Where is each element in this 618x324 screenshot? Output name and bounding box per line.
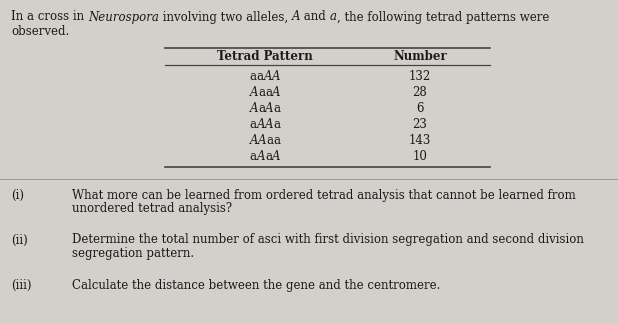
Text: A: A <box>250 101 258 114</box>
Text: A: A <box>256 118 265 131</box>
Text: 28: 28 <box>413 86 428 98</box>
Text: a: a <box>274 133 281 146</box>
Text: A: A <box>258 133 266 146</box>
Text: In a cross in: In a cross in <box>11 10 88 24</box>
Text: What more can be learned from ordered tetrad analysis that cannot be learned fro: What more can be learned from ordered te… <box>72 189 576 202</box>
Text: segregation pattern.: segregation pattern. <box>72 247 194 260</box>
Text: a: a <box>329 10 337 24</box>
Text: Tetrad Pattern: Tetrad Pattern <box>217 50 313 63</box>
Text: a: a <box>258 101 265 114</box>
Text: 10: 10 <box>413 149 428 163</box>
Text: a: a <box>256 70 263 83</box>
Text: involving two alleles,: involving two alleles, <box>159 10 292 24</box>
Text: 23: 23 <box>413 118 428 131</box>
Text: a: a <box>258 86 265 98</box>
Text: 132: 132 <box>409 70 431 83</box>
Text: and: and <box>300 10 329 24</box>
Text: a: a <box>265 86 272 98</box>
Text: Neurospora: Neurospora <box>88 10 159 24</box>
Text: a: a <box>250 70 256 83</box>
Text: 6: 6 <box>417 101 424 114</box>
Text: A: A <box>265 101 274 114</box>
Text: a: a <box>250 118 256 131</box>
Text: A: A <box>256 149 265 163</box>
Text: observed.: observed. <box>11 25 69 38</box>
Text: a: a <box>274 118 281 131</box>
Text: A: A <box>272 86 281 98</box>
Text: Determine the total number of asci with first division segregation and second di: Determine the total number of asci with … <box>72 234 584 247</box>
Text: A: A <box>272 70 281 83</box>
Text: Number: Number <box>393 50 447 63</box>
Text: a: a <box>265 149 272 163</box>
Text: 143: 143 <box>409 133 431 146</box>
Text: a: a <box>250 149 256 163</box>
Text: A: A <box>263 70 272 83</box>
Text: A: A <box>292 10 300 24</box>
Text: , the following tetrad patterns were: , the following tetrad patterns were <box>337 10 549 24</box>
Text: a: a <box>266 133 274 146</box>
Text: A: A <box>250 133 258 146</box>
Text: A: A <box>265 118 274 131</box>
Text: (ii): (ii) <box>11 234 28 247</box>
Text: A: A <box>250 86 258 98</box>
Text: (i): (i) <box>11 189 24 202</box>
Text: Calculate the distance between the gene and the centromere.: Calculate the distance between the gene … <box>72 279 441 292</box>
Text: (iii): (iii) <box>11 279 32 292</box>
Text: A: A <box>272 149 281 163</box>
Text: a: a <box>274 101 281 114</box>
Text: unordered tetrad analysis?: unordered tetrad analysis? <box>72 202 232 215</box>
